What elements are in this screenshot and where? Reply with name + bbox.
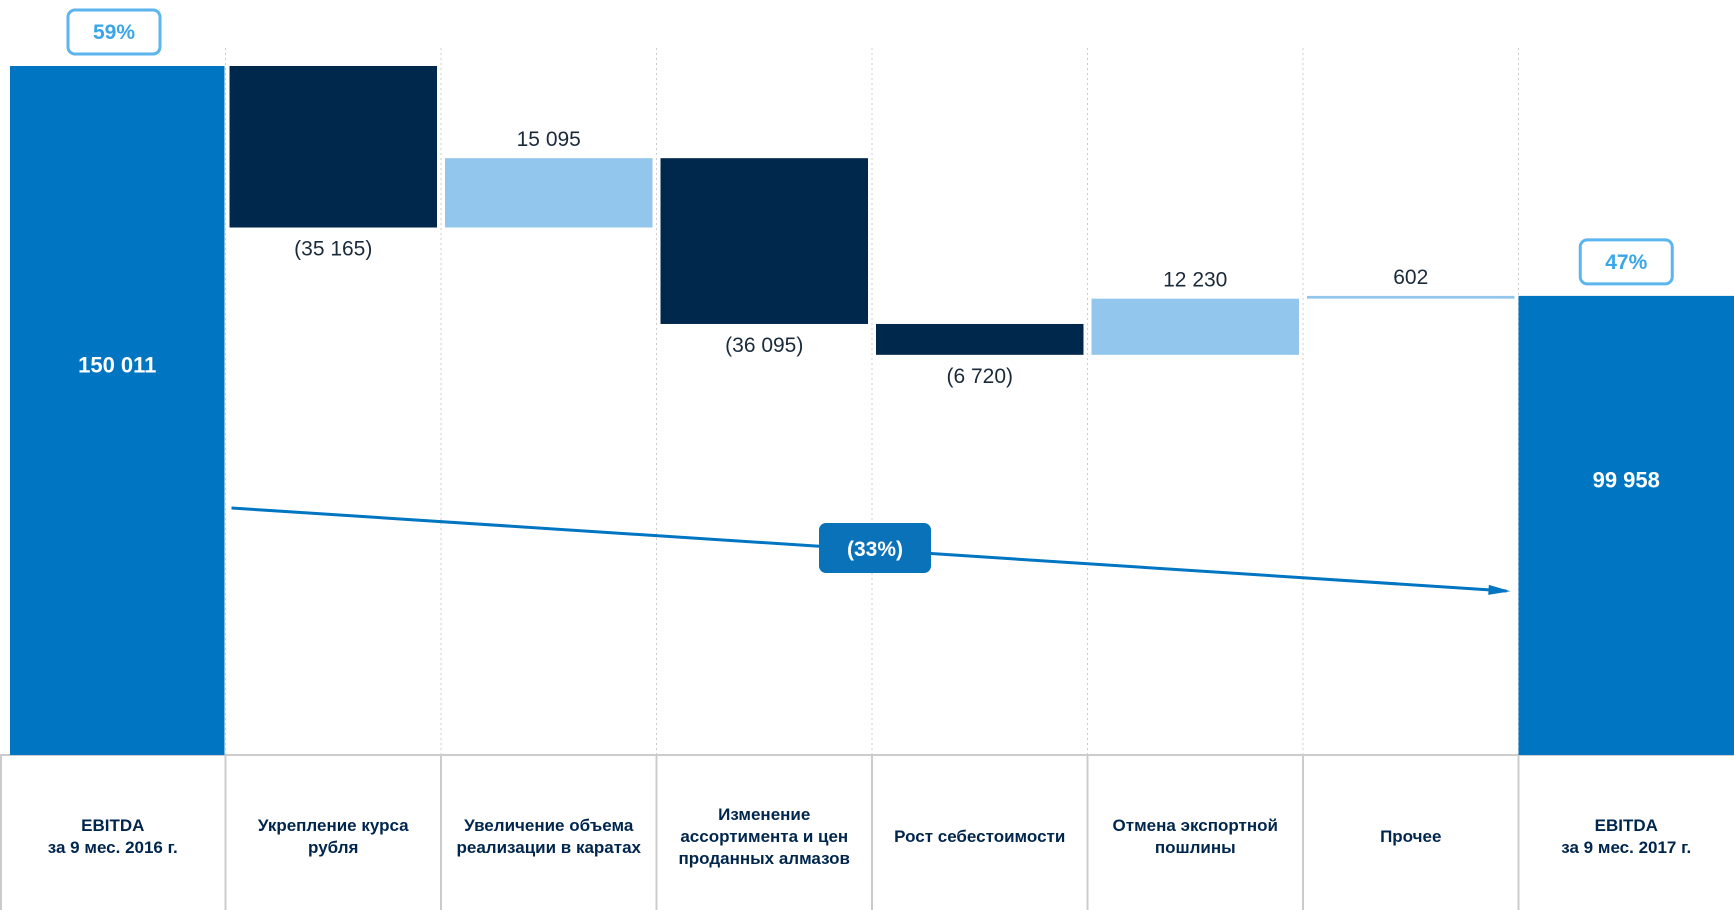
- margin-badge: [66, 8, 162, 56]
- category-label: Укрепление курса рубля: [258, 816, 409, 857]
- category-label: Прочее: [1380, 827, 1441, 846]
- bar-increase: [445, 158, 653, 228]
- category-label-line: Увеличение объема: [464, 816, 634, 835]
- change-badge: [819, 523, 931, 573]
- bar-increase: [1091, 298, 1299, 355]
- margin-badge-text: 59%: [93, 21, 135, 44]
- category-label-line: Укрепление курса: [258, 816, 409, 835]
- category-label-line: за 9 мес. 2017 г.: [1561, 838, 1691, 857]
- bar-value-label: 15 095: [517, 128, 581, 151]
- margin-badge: [1578, 238, 1674, 286]
- bar-value-label: 12 230: [1163, 269, 1227, 292]
- category-label-line: Отмена экспортной: [1113, 816, 1278, 835]
- bar-increase: [1307, 295, 1515, 299]
- change-badge-text: (33%): [847, 538, 903, 561]
- category-label-line: EBITDA: [1595, 816, 1658, 835]
- bar-decrease: [229, 66, 437, 228]
- category-label-line: Прочее: [1380, 827, 1441, 846]
- category-label-line: проданных алмазов: [679, 849, 850, 868]
- category-label-line: EBITDA: [81, 816, 144, 835]
- bar-total: [10, 66, 225, 755]
- category-label-line: за 9 мес. 2016 г.: [48, 838, 178, 857]
- category-label: EBITDA за 9 мес. 2016 г.: [48, 816, 178, 857]
- category-label: Отмена экспортной пошлины: [1113, 816, 1278, 857]
- bar-value-label: (35 165): [294, 238, 372, 261]
- category-label-line: ассортимента и цен: [680, 827, 848, 846]
- bar-decrease: [876, 323, 1084, 355]
- bar-total: [1518, 295, 1734, 755]
- category-label: Изменение ассортимента и цен проданных алм…: [679, 805, 850, 868]
- bar-decrease: [660, 158, 868, 324]
- bar-value-label: (6 720): [946, 365, 1013, 388]
- category-label: Увеличение объема реализации в каратах: [456, 816, 641, 857]
- bar-value-label: 150 011: [78, 353, 156, 378]
- bar-value-label: 99 958: [1593, 467, 1660, 492]
- category-label: Рост себестоимости: [894, 827, 1065, 846]
- category-label: EBITDA за 9 мес. 2017 г.: [1561, 816, 1691, 857]
- margin-badge-text: 47%: [1605, 251, 1647, 274]
- arrow-head: [1488, 584, 1511, 595]
- bar-value-label: (36 095): [725, 334, 803, 357]
- category-label-line: пошлины: [1155, 838, 1236, 857]
- category-label-line: Рост себестоимости: [894, 827, 1065, 846]
- bar-value-label: 602: [1393, 266, 1428, 289]
- category-label-line: Изменение: [718, 805, 810, 824]
- category-label-line: рубля: [308, 838, 358, 857]
- category-label-line: реализации в каратах: [456, 838, 641, 857]
